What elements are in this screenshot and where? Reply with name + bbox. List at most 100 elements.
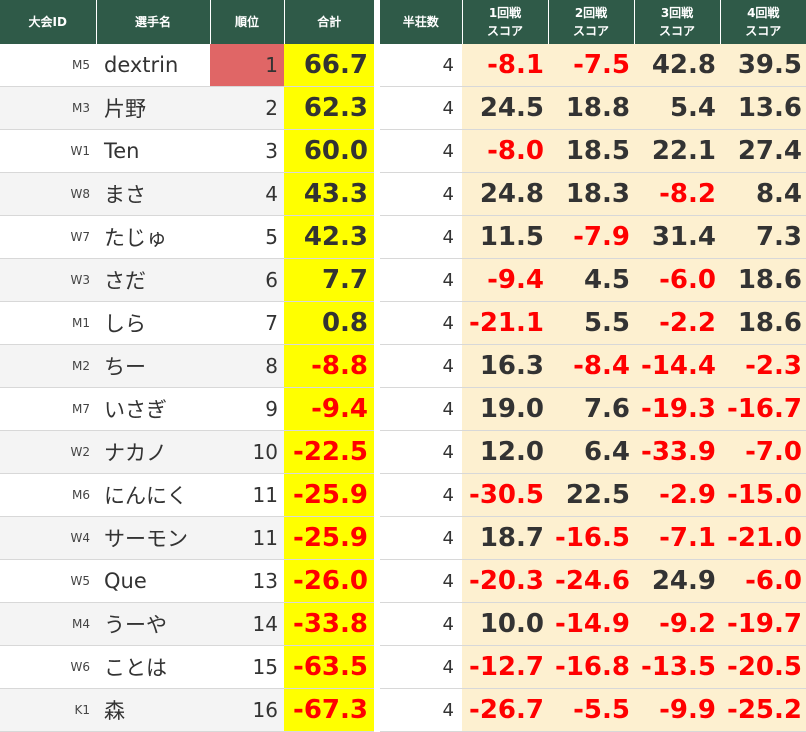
event-id-cell: W2 [0,431,96,474]
rank-cell: 16 [210,689,284,732]
total-score-cell: -25.9 [284,474,374,517]
round-2-score-cell: -7.9 [548,216,634,259]
round-1-score-cell: 11.5 [462,216,548,259]
scores-row[interactable]: 4-26.7-5.5-9.9-25.2 [380,689,806,732]
round-1-score-cell: -30.5 [462,474,548,517]
total-score-cell: 62.3 [284,87,374,130]
scores-header-row: 半荘数 1回戦 スコア 2回戦 スコア 3回戦 スコア 4回戦 スコア [380,0,806,44]
round-2-score-cell: 6.4 [548,431,634,474]
player-name-cell: ナカノ [96,431,210,474]
total-score-cell: 43.3 [284,173,374,216]
header-round-2-sub: スコア [549,22,634,40]
total-score-cell: -25.9 [284,517,374,560]
scores-row[interactable]: 4-12.7-16.8-13.5-20.5 [380,646,806,689]
rank-cell: 8 [210,345,284,388]
header-event-id[interactable]: 大会ID [0,0,96,44]
header-round-1-sub: スコア [463,22,548,40]
round-2-score-cell: -8.4 [548,345,634,388]
round-3-score-cell: 42.8 [634,44,720,87]
round-2-score-cell: 18.8 [548,87,634,130]
round-3-score-cell: -33.9 [634,431,720,474]
round-1-score-cell: -21.1 [462,302,548,345]
total-score-cell: -67.3 [284,689,374,732]
player-name-cell: しら [96,302,210,345]
event-id-cell: W6 [0,646,96,689]
header-games[interactable]: 半荘数 [380,0,462,44]
games-played-cell: 4 [380,173,462,216]
round-2-score-cell: 4.5 [548,259,634,302]
round-2-score-cell: -5.5 [548,689,634,732]
round-3-score-cell: 22.1 [634,130,720,173]
player-name-cell: 森 [96,689,210,732]
games-played-cell: 4 [380,216,462,259]
round-1-score-cell: -26.7 [462,689,548,732]
rank-cell: 1 [210,44,284,87]
round-2-score-cell: 18.3 [548,173,634,216]
header-round-3[interactable]: 3回戦 スコア [634,0,720,44]
event-id-cell: M6 [0,474,96,517]
header-total[interactable]: 合計 [284,0,374,44]
round-4-score-cell: -16.7 [720,388,806,431]
header-round-4[interactable]: 4回戦 スコア [720,0,806,44]
event-id-cell: M7 [0,388,96,431]
event-id-cell: M3 [0,87,96,130]
rank-cell: 10 [210,431,284,474]
round-4-score-cell: 39.5 [720,44,806,87]
header-player-name[interactable]: 選手名 [96,0,210,44]
header-round-3-sub: スコア [635,22,720,40]
round-2-score-cell: 22.5 [548,474,634,517]
header-round-2[interactable]: 2回戦 スコア [548,0,634,44]
round-4-score-cell: 18.6 [720,259,806,302]
round-3-score-cell: 24.9 [634,560,720,603]
round-4-score-cell: 13.6 [720,87,806,130]
games-played-cell: 4 [380,646,462,689]
standings-header-row: 大会ID 選手名 順位 合計 [0,0,374,44]
round-2-score-cell: -14.9 [548,603,634,646]
round-4-score-cell: -20.5 [720,646,806,689]
event-id-cell: W5 [0,560,96,603]
total-score-cell: -9.4 [284,388,374,431]
round-3-score-cell: -8.2 [634,173,720,216]
total-score-cell: 0.8 [284,302,374,345]
total-score-cell: -33.8 [284,603,374,646]
player-name-cell: まさ [96,173,210,216]
games-played-cell: 4 [380,603,462,646]
round-3-score-cell: -2.9 [634,474,720,517]
header-rank[interactable]: 順位 [210,0,284,44]
header-round-1[interactable]: 1回戦 スコア [462,0,548,44]
games-played-cell: 4 [380,302,462,345]
games-played-cell: 4 [380,517,462,560]
round-1-score-cell: 19.0 [462,388,548,431]
